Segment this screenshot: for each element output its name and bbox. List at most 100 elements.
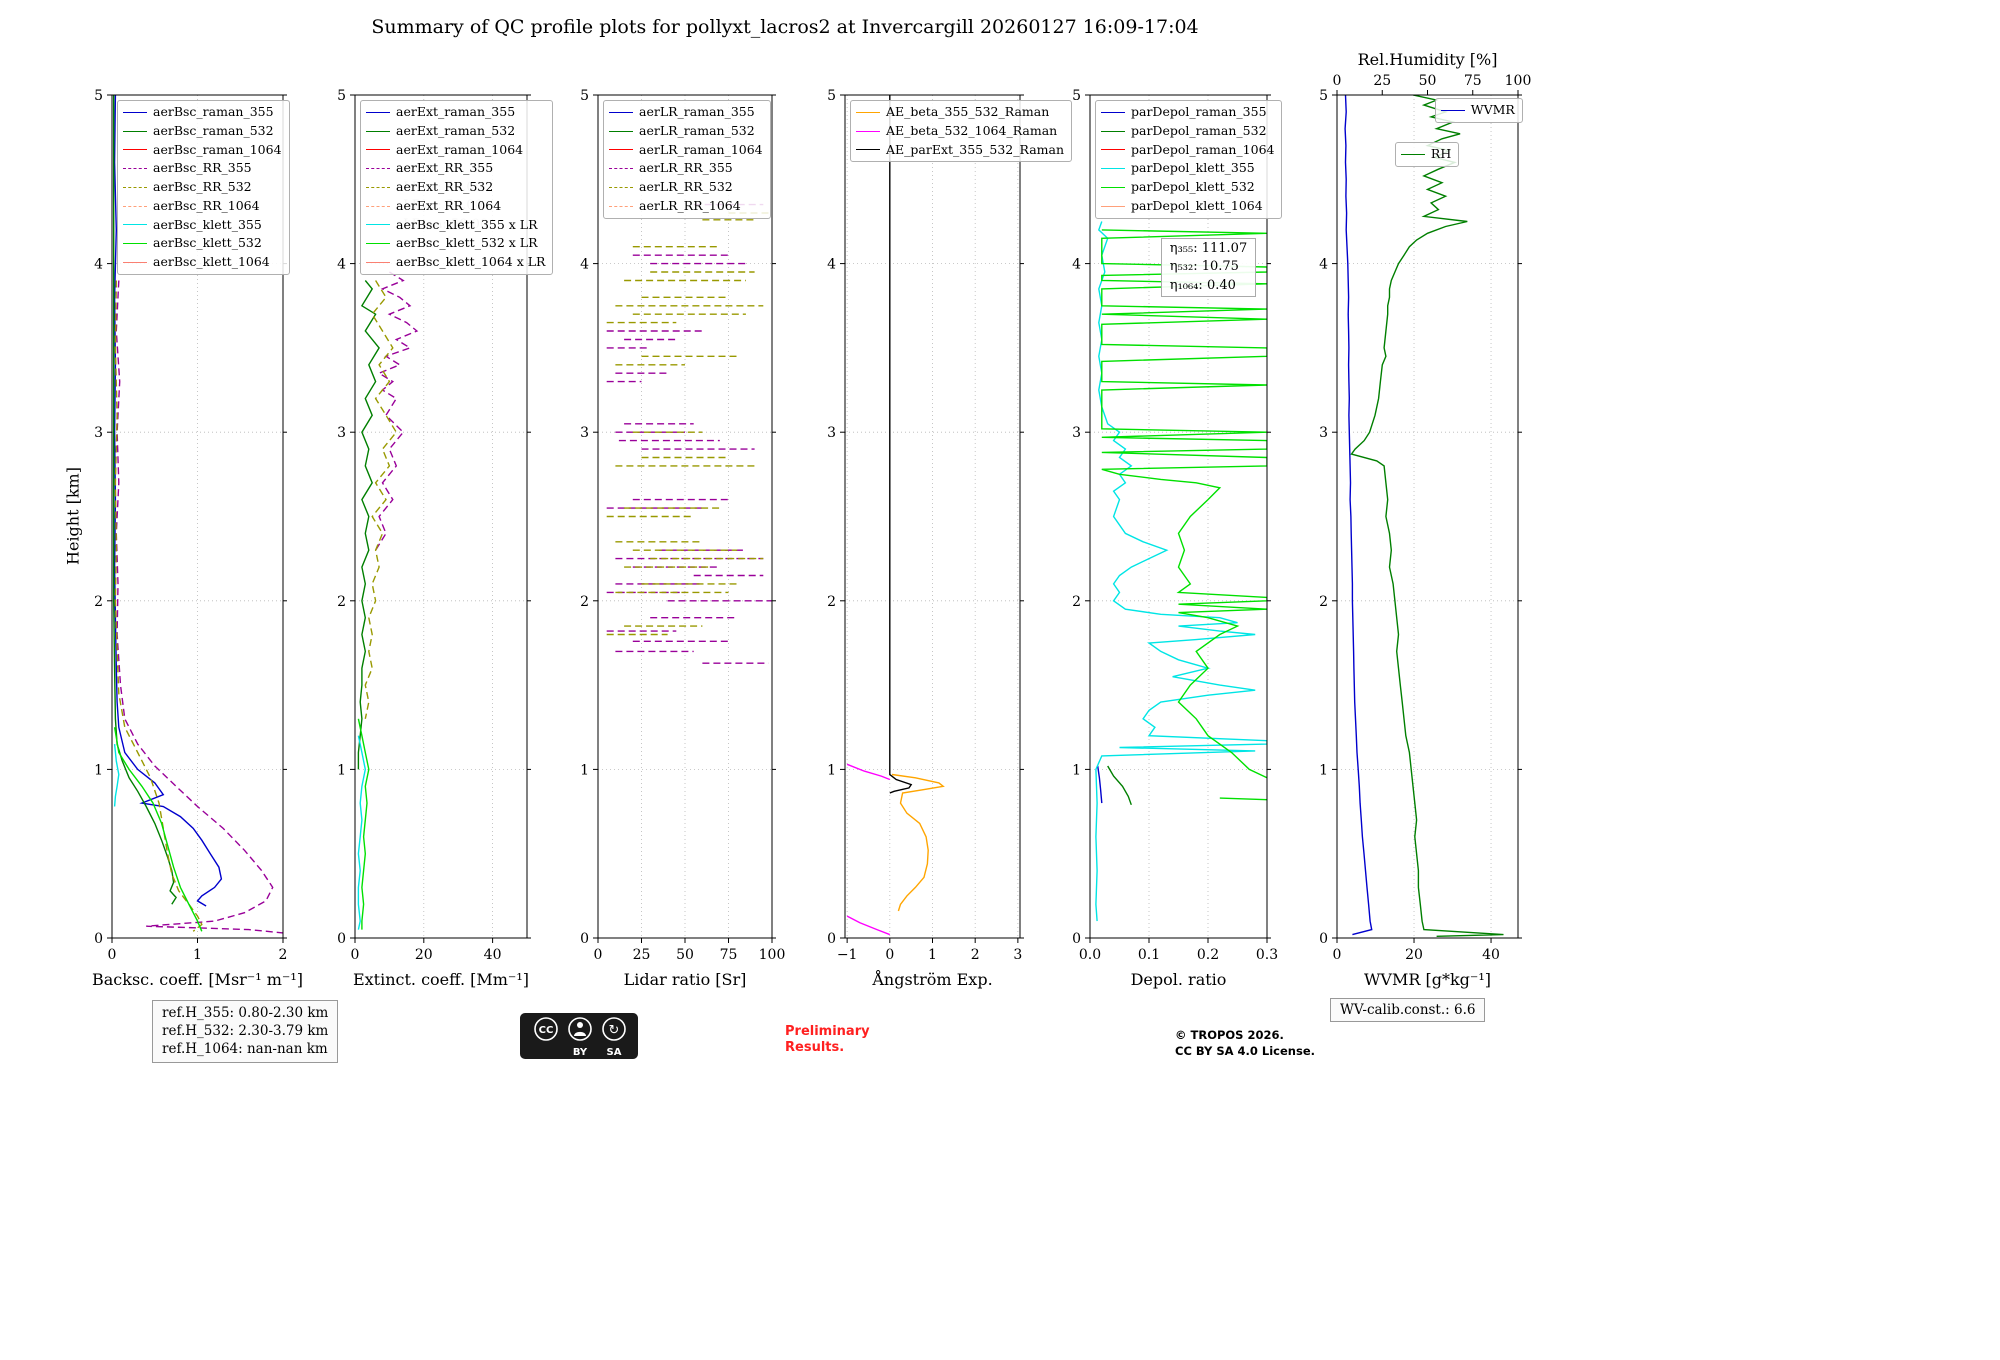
legend-entry-aerBsc_raman_1064: aerBsc_raman_1064	[123, 141, 282, 160]
legend-line-sample	[609, 111, 633, 113]
panel-backscatter: 0 1 2 0 1 2 3 4 5 Backsc. coeff. [Msr⁻¹ m⁻¹] aerBs…	[42, 45, 333, 1048]
by-person-head	[577, 1022, 583, 1028]
svg-text:4: 4	[94, 257, 103, 273]
legend-entry-aerBsc_klett_355-x-LR: aerBsc_klett_355 x LR	[366, 216, 545, 235]
series-group	[113, 95, 283, 934]
by-person-icon	[568, 1017, 592, 1041]
svg-text:4: 4	[337, 257, 346, 273]
series-parDepol_klett_532	[1101, 229, 1267, 801]
legend-line-sample	[366, 205, 390, 207]
series-aerBsc_klett_355	[113, 744, 120, 807]
legend-entry-parDepol_raman_532: parDepol_raman_532	[1101, 122, 1274, 141]
plot-depol-ratio: 0.0 0.1 0.2 0.3 0 1 2 3 4 5 Depol. ratio	[1072, 88, 1278, 989]
plot-frame	[354, 94, 528, 939]
legend-entry-RH: RH	[1400, 145, 1452, 164]
legend-line-sample	[366, 224, 390, 226]
svg-text:2: 2	[827, 594, 836, 610]
svg-text:1: 1	[337, 762, 346, 778]
svg-text:3: 3	[1013, 947, 1022, 963]
svg-text:2: 2	[971, 947, 980, 963]
legend-label: RH	[1430, 146, 1452, 162]
sa-arrow-icon	[602, 1017, 626, 1041]
legend-entry-parDepol_klett_1064: parDepol_klett_1064	[1101, 197, 1274, 216]
legend-line-sample	[609, 186, 633, 188]
series-aerBsc_RR_532	[114, 280, 203, 932]
svg-text:40: 40	[484, 947, 502, 963]
legend-label: AE_beta_532_1064_Raman	[886, 122, 1058, 138]
cc-badge-graphic: CC ↻ BY SA	[520, 1013, 638, 1059]
cc-icon	[534, 1017, 558, 1041]
legend-label: parDepol_klett_532	[1131, 179, 1255, 194]
series-parDepol_klett_355	[1095, 221, 1267, 922]
series-aerBsc_raman_532	[113, 95, 177, 905]
legend-label: aerBsc_RR_355	[153, 160, 252, 176]
series-aerBsc_klett_532-x-LR	[357, 718, 370, 930]
legend-label: aerBsc_raman_1064	[153, 141, 282, 157]
legend-entry-aerLR_raman_1064: aerLR_raman_1064	[609, 141, 763, 160]
panel-extinction: 0 20 40 0 1 2 3 4 5 Extinct. coeff. [Mm⁻¹] aerExt_…	[285, 45, 577, 1048]
legend-label: aerExt_raman_532	[396, 122, 516, 138]
svg-text:2: 2	[1072, 594, 1081, 610]
legend-entry-aerBsc_raman_355: aerBsc_raman_355	[123, 103, 282, 122]
axis-ticks	[107, 94, 287, 943]
legend-label: aerExt_RR_532	[396, 179, 494, 194]
series-aerExt_RR_532	[364, 280, 398, 719]
legend-label: aerLR_RR_532	[639, 179, 733, 194]
svg-text:2: 2	[1319, 594, 1328, 610]
legend-line-sample	[123, 130, 147, 132]
panel-angstroem: −1 0 1 2 3 0 1 2 3 4 5 Ångström Exp. AE_beta_355_532…	[775, 45, 1073, 1048]
axis-ticks	[1085, 94, 1271, 943]
legend-entry-WVMR: WVMR	[1440, 101, 1515, 120]
legend-box-WVMR: WVMR	[1434, 98, 1523, 124]
legend-line-sample	[366, 186, 390, 188]
legend-line-sample	[1101, 130, 1125, 132]
series-aerExt_raman_532	[357, 280, 380, 770]
legend-entry-AE_beta_355_532_Raman: AE_beta_355_532_Raman	[856, 103, 1064, 122]
axis-tick-labels: 0 25 50 75 100 0 1 2 3 4 5	[580, 88, 785, 963]
legend-label: aerBsc_klett_532 x LR	[396, 235, 538, 251]
series-aerBsc_raman_355	[113, 95, 223, 907]
legend-label: aerBsc_RR_1064	[153, 197, 260, 213]
svg-text:0: 0	[885, 947, 894, 963]
wv-calib-note: WV-calib.const.: 6.6	[1330, 998, 1486, 1022]
svg-text:40: 40	[1482, 947, 1500, 963]
legend-entry-aerExt_RR_1064: aerExt_RR_1064	[366, 197, 545, 216]
series-RH	[1350, 95, 1504, 937]
legend-entry-parDepol_klett_532: parDepol_klett_532	[1101, 178, 1274, 197]
legend-entry-aerLR_RR_355: aerLR_RR_355	[609, 159, 763, 178]
legend-line-sample	[609, 168, 633, 170]
gridlines	[1336, 94, 1518, 939]
svg-text:0: 0	[580, 931, 589, 947]
svg-text:1: 1	[580, 762, 589, 778]
legend-entry-aerLR_RR_1064: aerLR_RR_1064	[609, 197, 763, 216]
legend-line-sample	[1101, 149, 1125, 151]
series-AE_parExt_355_532_Raman	[889, 95, 913, 794]
legend-line-sample	[856, 130, 880, 132]
legend-entry-aerBsc_klett_1064-x-LR: aerBsc_klett_1064 x LR	[366, 253, 545, 272]
gridlines	[845, 94, 1020, 939]
svg-text:25: 25	[633, 947, 651, 963]
legend-label: aerLR_raman_1064	[639, 141, 763, 157]
svg-text:2: 2	[279, 947, 288, 963]
legend-line-sample	[123, 186, 147, 188]
svg-text:20: 20	[1405, 947, 1423, 963]
panel-wvmr: 0 20 40 0 1 2 3 4 5 0 25 50 75 100 WVMR [g*kg⁻¹] Rel.Hu…	[1267, 45, 1568, 1048]
svg-text:3: 3	[827, 425, 836, 441]
legend-label: parDepol_raman_355	[1131, 104, 1267, 119]
preliminary-note: Preliminary Results.	[785, 1024, 870, 1057]
legend-label: parDepol_raman_532	[1131, 122, 1267, 138]
legend-label: aerBsc_raman_532	[153, 122, 274, 138]
series-group	[606, 203, 772, 664]
svg-text:0.0: 0.0	[1079, 947, 1101, 963]
cc-icon-label: CC	[539, 1025, 554, 1036]
legend-line-sample	[123, 111, 147, 113]
annotation-line: η₅₃₂: 10.75	[1169, 259, 1239, 275]
annotation-line: η₁₀₆₄: 0.40	[1169, 277, 1236, 293]
legend-line-sample	[123, 261, 147, 263]
svg-text:1: 1	[928, 947, 937, 963]
copyright-note: © TROPOS 2026. CC BY SA 4.0 License.	[1175, 1028, 1315, 1059]
legend-line-sample	[1400, 154, 1425, 156]
legend-entry-AE_beta_532_1064_Raman: AE_beta_532_1064_Raman	[856, 122, 1064, 141]
